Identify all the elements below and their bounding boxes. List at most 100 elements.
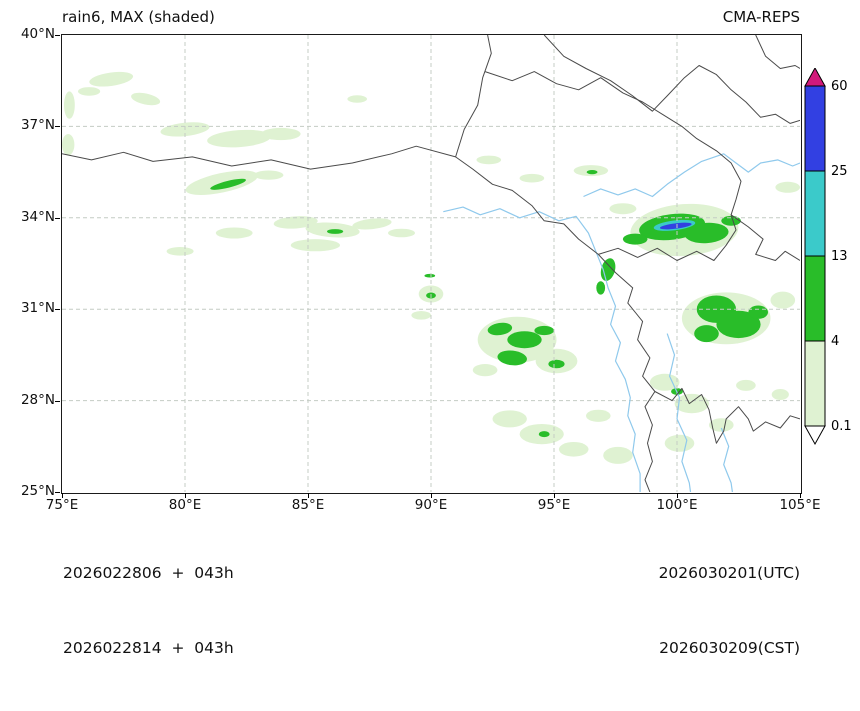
precip-region (387, 228, 415, 237)
province-boundary-line (654, 387, 800, 444)
colorbar-tick-label: 60 (831, 79, 848, 94)
precip-region (423, 273, 435, 277)
footer-valid-times: 2026030201(UTC) 2026030209(CST) (659, 511, 800, 711)
y-tick-label: 31°N (20, 300, 55, 317)
precip-region (77, 86, 100, 96)
colorbar-segment-blue (804, 85, 826, 172)
province-boundary-line (543, 34, 800, 124)
precip-region (771, 388, 789, 400)
precip-region (708, 417, 734, 432)
precip-region (770, 291, 795, 309)
init-time-utc: 2026022806 + 043h (63, 564, 234, 582)
colorbar-tick-label: 0.1 (831, 419, 852, 434)
province-boundary-line (454, 34, 492, 157)
y-tick-mark (55, 400, 60, 402)
y-tick-mark (55, 217, 60, 219)
y-tick-mark (55, 492, 60, 493)
precip-region (166, 246, 194, 256)
precip-region (585, 409, 611, 422)
y-tick-label: 34°N (20, 208, 55, 225)
precip-region (558, 441, 588, 457)
river-line (720, 427, 733, 492)
valid-time-cst: 2026030209(CST) (659, 639, 800, 657)
precip-region (600, 257, 615, 281)
river-line (666, 332, 691, 492)
precip-region (130, 92, 160, 105)
x-tick-label: 80°E (168, 497, 202, 513)
river-line (582, 152, 800, 197)
precip-region (602, 446, 633, 464)
x-tick-label: 100°E (656, 497, 698, 513)
precip-region (674, 393, 709, 413)
precip-region (260, 127, 301, 140)
valid-time-utc: 2026030201(UTC) (658, 564, 800, 582)
precip-region (747, 305, 768, 319)
colorbar-tick-label: 25 (831, 164, 848, 179)
precip-region (735, 379, 756, 391)
province-boundary-line (597, 213, 800, 261)
precip-region (253, 170, 283, 180)
precip-region (492, 409, 527, 427)
precip-region (533, 325, 554, 335)
y-tick-label: 37°N (20, 117, 55, 134)
y-tick-mark (55, 126, 60, 128)
plot-title: rain6, MAX (shaded) (62, 8, 215, 26)
precip-region (351, 217, 392, 229)
precip-region (326, 228, 343, 234)
precip-region (586, 169, 597, 174)
y-tick-label: 40°N (20, 26, 55, 42)
figure: rain6, MAX (shaded) CMA-REPS 0.1 4 13 25 60 … (20, 8, 852, 657)
x-tick-mark (431, 493, 432, 498)
precip-region (715, 310, 761, 338)
precip-region (659, 222, 692, 229)
init-time-cst: 2026022814 + 043h (63, 639, 234, 657)
river-line (442, 206, 641, 492)
precip-region (664, 434, 694, 452)
precip-region (410, 310, 431, 320)
x-tick-mark (185, 493, 186, 498)
y-tick-mark (55, 309, 60, 311)
province-boundary-line (754, 34, 800, 69)
precip-region (487, 322, 512, 335)
x-tick-mark (308, 493, 309, 498)
colorbar-tick-label: 13 (831, 249, 848, 264)
x-tick-mark (800, 493, 801, 498)
precip-region (595, 280, 605, 295)
precip-region (506, 330, 542, 348)
precip-region (519, 173, 544, 182)
province-boundary-line (597, 253, 655, 492)
footer-init-times: 2026022806 + 043h 2026022814 + 043h (63, 511, 234, 711)
colorbar-canvas: 0.1 4 13 25 60 (804, 68, 852, 446)
precip-region (649, 373, 679, 391)
x-tick-mark (62, 493, 63, 498)
precip-region (622, 233, 647, 245)
colorbar-segment-green (804, 255, 826, 342)
precip-region (273, 215, 318, 229)
map-canvas (61, 34, 800, 492)
map-plot-area (60, 33, 802, 494)
precip-region (608, 202, 636, 214)
precip-region (63, 90, 75, 119)
x-tick-mark (554, 493, 555, 498)
model-name-label: CMA-REPS (722, 8, 800, 26)
precip-region (774, 181, 800, 193)
precip-region (290, 238, 340, 251)
precip-region (496, 349, 527, 365)
colorbar-segment-cyan (804, 170, 826, 257)
precip-region (209, 178, 246, 190)
x-tick-label: 85°E (291, 497, 325, 513)
province-boundary-line (484, 70, 741, 215)
precip-region (61, 133, 74, 155)
x-tick-label: 95°E (537, 497, 571, 513)
colorbar-tick-label: 4 (831, 334, 839, 349)
precip-region (693, 324, 719, 342)
y-tick-label: 25°N (20, 483, 55, 499)
province-boundary-line (454, 155, 599, 255)
x-tick-label: 75°E (45, 497, 79, 513)
precip-region (215, 227, 253, 238)
precip-region (476, 155, 501, 164)
x-tick-mark (677, 493, 678, 498)
colorbar-segment-light (804, 340, 826, 427)
colorbar-over-arrow (804, 68, 826, 87)
precip-region (683, 222, 729, 243)
